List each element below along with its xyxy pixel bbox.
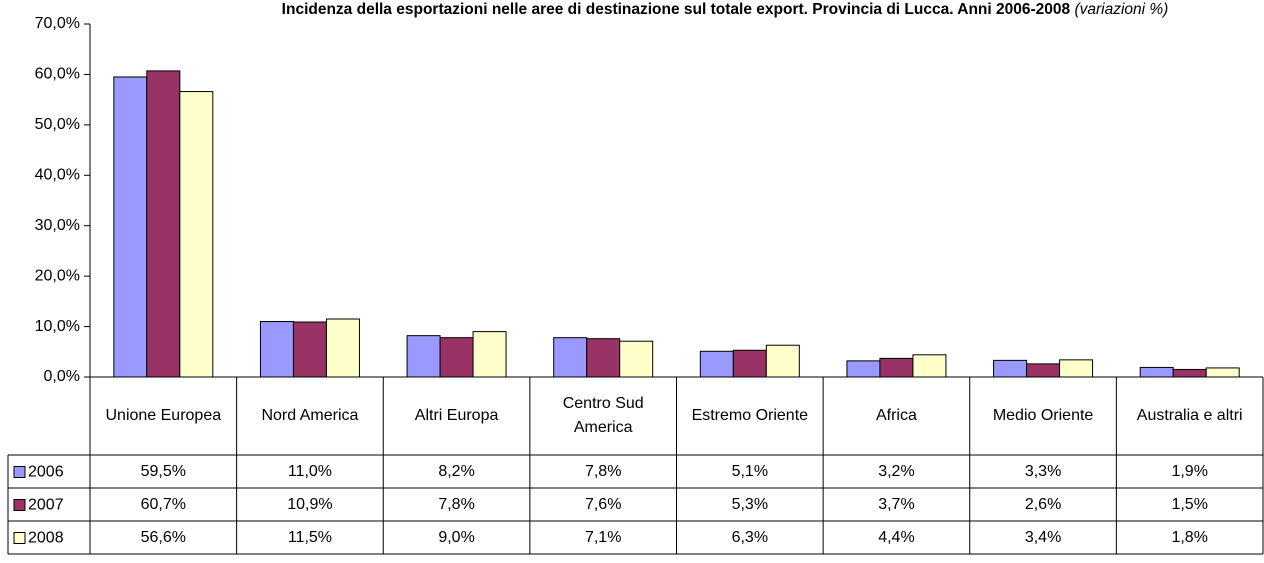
data-label: 11,0% bbox=[287, 462, 333, 480]
bar bbox=[406, 335, 441, 378]
data-label: 60,7% bbox=[140, 495, 186, 513]
legend-key bbox=[13, 532, 26, 544]
bar bbox=[912, 354, 947, 378]
category-label: Nord America bbox=[261, 407, 359, 424]
y-tick-label: 50,0% bbox=[35, 116, 80, 133]
bar bbox=[1059, 359, 1094, 378]
legend-label: 2008 bbox=[28, 530, 64, 547]
bar bbox=[1026, 363, 1061, 378]
bar bbox=[1205, 367, 1240, 378]
bar bbox=[553, 337, 588, 378]
data-label: 1,8% bbox=[1171, 528, 1208, 546]
y-tick-label: 40,0% bbox=[35, 167, 80, 184]
bar bbox=[619, 340, 654, 378]
legend-label: 2006 bbox=[28, 464, 64, 481]
data-label: 3,3% bbox=[1024, 462, 1062, 480]
category-label: Australia e altri bbox=[1136, 407, 1243, 424]
data-label: 1,9% bbox=[1171, 462, 1208, 480]
category-label: Unione Europea bbox=[105, 407, 222, 424]
title-block: Incidenza della esportazioni nelle aree … bbox=[235, 0, 1215, 23]
legend-label: 2007 bbox=[28, 497, 64, 514]
y-tick-label: 60,0% bbox=[35, 66, 80, 83]
data-label: 7,8% bbox=[584, 462, 622, 480]
bar bbox=[586, 338, 621, 378]
data-label: 2,6% bbox=[1024, 495, 1062, 513]
data-label: 59,5% bbox=[140, 462, 186, 480]
data-label: 7,6% bbox=[584, 495, 622, 513]
data-label: 10,9% bbox=[287, 495, 333, 513]
data-label: 3,4% bbox=[1024, 528, 1062, 546]
bar bbox=[325, 318, 360, 378]
y-tick-label: 20,0% bbox=[35, 267, 80, 284]
bar bbox=[1172, 368, 1207, 378]
bar bbox=[113, 76, 148, 378]
category-label: Medio Oriente bbox=[992, 407, 1094, 424]
data-label: 8,2% bbox=[438, 462, 475, 480]
bar bbox=[846, 360, 881, 378]
bar bbox=[292, 321, 327, 378]
legend-key bbox=[13, 466, 26, 478]
data-label: 11,5% bbox=[287, 528, 333, 546]
y-tick-label: 10,0% bbox=[35, 318, 80, 335]
data-label: 9,0% bbox=[438, 528, 475, 546]
bar bbox=[1139, 366, 1174, 378]
category-label: Estremo Oriente bbox=[691, 407, 809, 424]
data-label: 3,2% bbox=[878, 462, 915, 480]
chart-title: Incidenza della esportazioni nelle aree … bbox=[281, 1, 1071, 18]
bar bbox=[179, 91, 214, 378]
bar bbox=[472, 331, 507, 378]
data-label: 7,8% bbox=[438, 495, 475, 513]
legend-key bbox=[13, 499, 26, 511]
y-tick-label: 30,0% bbox=[35, 217, 80, 234]
data-label: 1,5% bbox=[1171, 495, 1208, 513]
data-label: 5,1% bbox=[731, 462, 769, 480]
title-note: (variazioni %) bbox=[1074, 1, 1169, 18]
category-label: Centro Sud America bbox=[562, 395, 644, 436]
data-label: 7,1% bbox=[584, 528, 622, 546]
bar bbox=[765, 344, 800, 378]
bar bbox=[699, 350, 734, 378]
data-label: 5,3% bbox=[731, 495, 769, 513]
bar bbox=[259, 321, 294, 378]
data-label: 3,7% bbox=[878, 495, 915, 513]
bar bbox=[879, 357, 914, 378]
bar bbox=[439, 337, 474, 378]
y-tick-label: 70,0% bbox=[35, 15, 80, 32]
bar bbox=[146, 70, 181, 378]
bar bbox=[993, 359, 1028, 378]
category-label: Altri Europa bbox=[414, 407, 499, 424]
category-label: Africa bbox=[875, 407, 917, 424]
data-label: 4,4% bbox=[878, 528, 915, 546]
data-label: 6,3% bbox=[731, 528, 769, 546]
bar bbox=[732, 349, 767, 378]
y-tick-label: 0,0% bbox=[44, 368, 80, 385]
data-label: 56,6% bbox=[140, 528, 186, 546]
